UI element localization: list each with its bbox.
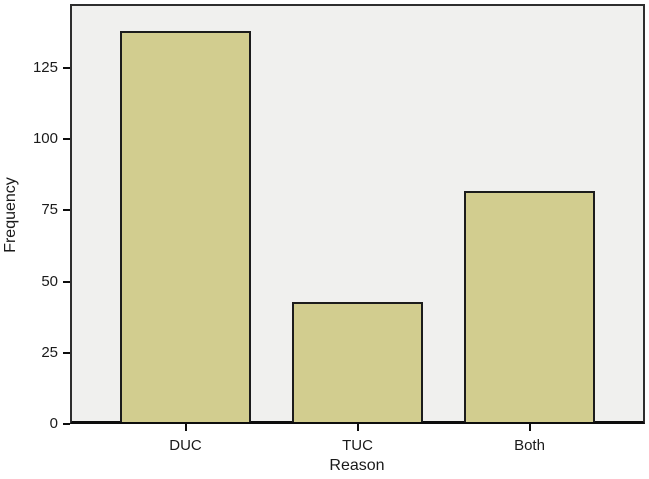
x-tick-mark — [528, 424, 531, 431]
y-tick-mark — [63, 67, 70, 69]
x-tick-mark — [356, 424, 359, 431]
y-tick-label: 50 — [41, 273, 58, 290]
y-tick-mark — [63, 352, 70, 354]
y-tick-mark — [63, 138, 70, 140]
y-tick-label: 100 — [32, 130, 58, 147]
bar-tuc — [292, 302, 423, 422]
x-axis-title: Reason — [329, 457, 385, 474]
x-tick-mark — [184, 424, 187, 431]
y-tick-label: 125 — [32, 59, 58, 76]
y-tick-mark — [63, 209, 70, 211]
y-tick-label: 25 — [41, 344, 58, 361]
x-tick-label: Both — [514, 437, 545, 454]
y-tick-mark — [63, 281, 70, 283]
bar-duc — [120, 31, 251, 422]
bar-both — [464, 191, 595, 422]
y-tick-label: 0 — [49, 415, 58, 432]
y-axis-title: Frequency — [2, 177, 19, 253]
x-tick-label: DUC — [169, 437, 202, 454]
y-tick-label: 75 — [41, 201, 58, 218]
y-tick-mark — [63, 423, 70, 425]
x-tick-label: TUC — [342, 437, 373, 454]
